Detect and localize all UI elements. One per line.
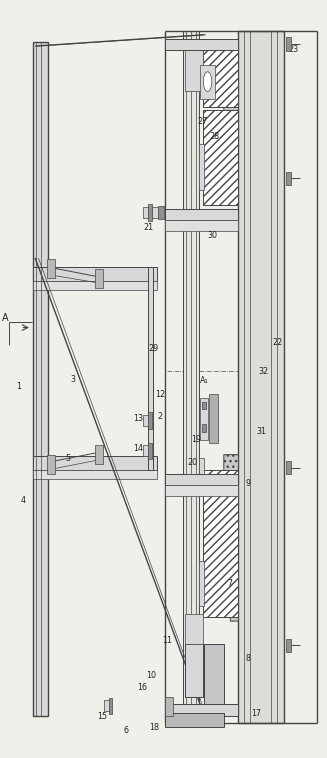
Bar bbox=[199, 145, 204, 190]
Text: 3: 3 bbox=[70, 374, 75, 384]
Text: 18: 18 bbox=[149, 722, 159, 731]
Text: 27: 27 bbox=[197, 117, 207, 127]
Text: 22: 22 bbox=[272, 338, 283, 347]
Polygon shape bbox=[224, 77, 238, 205]
Bar bbox=[33, 267, 157, 280]
Text: 29: 29 bbox=[148, 344, 158, 353]
Text: 4: 4 bbox=[21, 496, 26, 505]
Bar bbox=[33, 456, 157, 470]
Bar bbox=[33, 42, 48, 716]
Text: 20: 20 bbox=[187, 458, 197, 467]
Bar bbox=[185, 613, 203, 644]
Bar bbox=[165, 220, 238, 231]
Bar bbox=[203, 111, 238, 205]
Bar bbox=[286, 461, 291, 475]
Text: 1: 1 bbox=[16, 382, 21, 391]
Text: 5: 5 bbox=[65, 454, 70, 463]
Bar bbox=[238, 31, 284, 723]
Bar bbox=[46, 259, 55, 278]
Bar bbox=[165, 208, 238, 220]
Bar bbox=[185, 46, 203, 92]
Bar bbox=[158, 205, 164, 219]
Text: 14: 14 bbox=[133, 444, 143, 453]
Text: 8: 8 bbox=[246, 654, 251, 663]
Bar bbox=[200, 65, 215, 99]
Bar bbox=[165, 704, 238, 716]
Bar bbox=[203, 470, 238, 617]
Bar bbox=[183, 31, 199, 723]
Text: 16: 16 bbox=[137, 683, 147, 692]
Bar bbox=[143, 207, 148, 218]
Bar bbox=[104, 700, 109, 711]
Text: 12: 12 bbox=[155, 390, 165, 399]
Text: 7: 7 bbox=[228, 579, 233, 587]
Bar bbox=[204, 644, 224, 708]
Bar bbox=[143, 415, 148, 426]
Text: 19: 19 bbox=[191, 435, 201, 444]
Bar bbox=[203, 46, 238, 107]
Bar bbox=[152, 207, 158, 218]
Bar bbox=[200, 398, 208, 440]
Bar bbox=[202, 402, 206, 409]
Bar bbox=[286, 638, 291, 652]
Text: 6: 6 bbox=[124, 726, 129, 735]
Text: 21: 21 bbox=[143, 223, 153, 232]
Text: 32: 32 bbox=[259, 367, 269, 376]
Bar bbox=[165, 697, 173, 716]
Text: 30: 30 bbox=[207, 230, 217, 240]
Text: 9: 9 bbox=[245, 479, 250, 488]
Text: A: A bbox=[2, 314, 8, 324]
Bar bbox=[199, 561, 204, 606]
Bar bbox=[286, 37, 291, 51]
Bar bbox=[95, 269, 103, 288]
Bar bbox=[286, 172, 291, 185]
Bar bbox=[165, 474, 238, 485]
Bar bbox=[199, 69, 204, 96]
Text: 17: 17 bbox=[251, 709, 261, 718]
Bar bbox=[109, 697, 112, 714]
Text: 2: 2 bbox=[158, 412, 163, 421]
Bar bbox=[148, 267, 153, 470]
Bar bbox=[199, 459, 204, 485]
Text: 31: 31 bbox=[256, 428, 266, 437]
Bar bbox=[165, 485, 238, 496]
Text: A₁: A₁ bbox=[200, 376, 209, 385]
Bar bbox=[185, 644, 203, 697]
Text: 11: 11 bbox=[162, 635, 172, 644]
Circle shape bbox=[203, 72, 212, 92]
Bar bbox=[95, 445, 103, 464]
Text: 13: 13 bbox=[133, 414, 143, 423]
Polygon shape bbox=[224, 455, 238, 621]
Bar bbox=[148, 443, 151, 459]
Bar bbox=[148, 205, 151, 221]
Text: 15: 15 bbox=[97, 712, 107, 721]
Bar bbox=[202, 424, 206, 432]
Bar bbox=[33, 470, 157, 479]
Bar bbox=[143, 446, 148, 456]
Text: 28: 28 bbox=[209, 133, 219, 142]
Bar bbox=[46, 455, 55, 474]
Text: 23: 23 bbox=[289, 45, 299, 55]
Bar bbox=[165, 713, 224, 727]
Text: 10: 10 bbox=[146, 671, 156, 680]
Bar bbox=[165, 39, 238, 50]
Bar bbox=[33, 280, 157, 290]
Bar bbox=[209, 394, 218, 443]
Bar bbox=[148, 412, 151, 429]
